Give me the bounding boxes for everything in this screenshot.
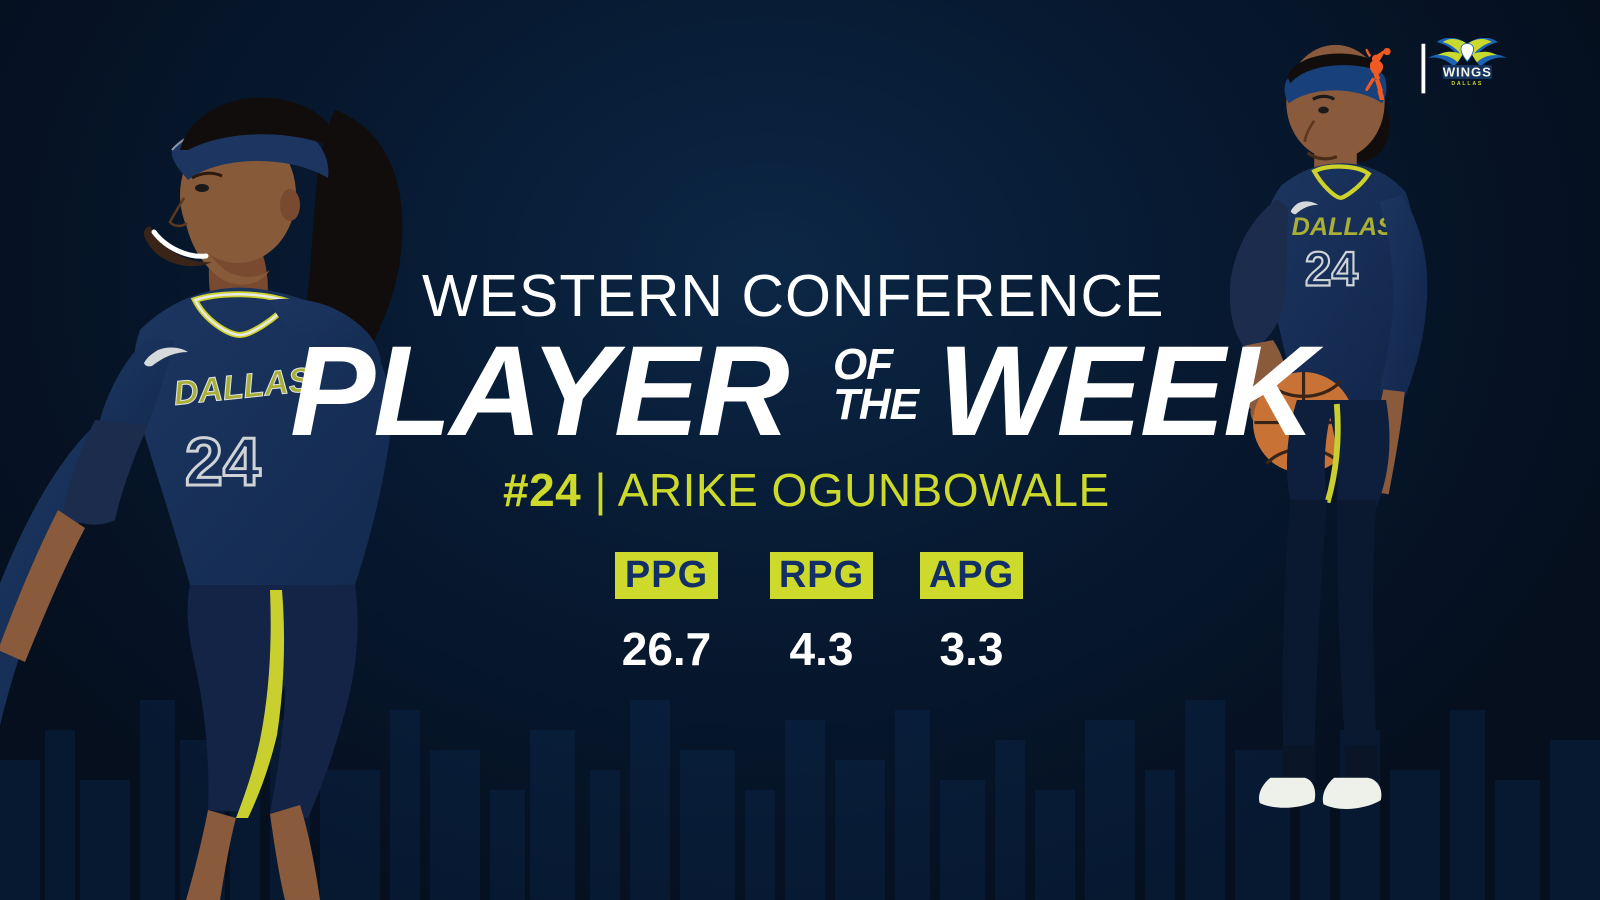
svg-text:24: 24 [1305,244,1359,297]
svg-text:DALLAS: DALLAS [1292,213,1395,241]
svg-text:24: 24 [185,424,261,500]
svg-text:WINGS: WINGS [1443,64,1492,79]
svg-text:DALLAS: DALLAS [1451,81,1483,87]
